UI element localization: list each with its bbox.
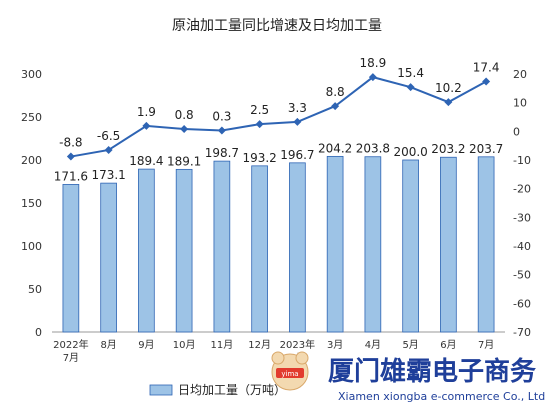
bar bbox=[326, 155, 344, 333]
x-tick-label: 5月 bbox=[402, 339, 418, 351]
legend-swatch bbox=[149, 384, 173, 396]
bar-data-label: 204.2 bbox=[318, 141, 352, 155]
line-point bbox=[444, 98, 453, 107]
bar bbox=[440, 156, 457, 333]
bar-data-label: 173.1 bbox=[91, 168, 125, 182]
bar-data-label: 193.2 bbox=[242, 151, 276, 165]
y-left-tick: 300 bbox=[21, 68, 42, 81]
y-left-tick: 50 bbox=[28, 283, 42, 296]
axes: 050100150200250300-70-60-50-40-30-20-100… bbox=[21, 68, 531, 339]
y-right-tick: -40 bbox=[513, 240, 531, 253]
bar-data-label: 200.0 bbox=[393, 145, 427, 159]
line-data-label: 2.5 bbox=[250, 103, 269, 117]
line-point bbox=[66, 152, 75, 161]
bar bbox=[138, 168, 155, 333]
line-data-label: -8.8 bbox=[59, 136, 82, 150]
line-data-label: 3.3 bbox=[288, 101, 307, 115]
y-right-tick: -20 bbox=[513, 183, 531, 196]
line-point bbox=[255, 120, 264, 129]
chart-title: 原油加工量同比增速及日均加工量 bbox=[172, 18, 382, 34]
bar bbox=[62, 184, 80, 333]
y-right-tick: 10 bbox=[513, 97, 527, 110]
watermark: yima 厦门雄霸电子商务 Xiamen xiongba e-commerce … bbox=[271, 351, 545, 403]
bar bbox=[402, 159, 419, 333]
line-point bbox=[180, 125, 189, 134]
bar bbox=[100, 182, 117, 333]
line-point bbox=[406, 83, 415, 92]
y-left-tick: 200 bbox=[21, 154, 42, 167]
y-right-tick: 20 bbox=[513, 68, 527, 81]
bar bbox=[213, 160, 231, 333]
x-tick-label: 7月 bbox=[478, 339, 494, 351]
bar-data-label: 203.7 bbox=[469, 142, 503, 156]
x-tick-label: 11月 bbox=[211, 339, 234, 351]
bar bbox=[364, 156, 382, 333]
line-data-label: 17.4 bbox=[473, 60, 500, 74]
y-right-tick: -60 bbox=[513, 297, 531, 310]
line-data-label: 0.3 bbox=[212, 109, 231, 123]
y-right-tick: -50 bbox=[513, 269, 531, 282]
y-right-tick: -10 bbox=[513, 154, 531, 167]
x-tick-label: 9月 bbox=[138, 339, 154, 351]
bars: 171.6 173.1 189.4 189.1 198.7 193.2 196.7 204.2… bbox=[54, 141, 503, 333]
y-right-tick: 0 bbox=[513, 125, 520, 138]
line-point bbox=[482, 77, 491, 86]
line-data-label: 0.8 bbox=[175, 108, 194, 122]
bar-data-label: 203.2 bbox=[431, 142, 465, 156]
bar-data-label: 198.7 bbox=[205, 146, 239, 160]
y-right-tick: -70 bbox=[513, 326, 531, 339]
bar-data-label: 189.1 bbox=[167, 154, 201, 168]
y-right-tick: -30 bbox=[513, 211, 531, 224]
x-tick-label: 8月 bbox=[100, 339, 116, 351]
y-left-tick: 150 bbox=[21, 197, 42, 210]
x-axis-ticks: 2022年7月8月9月10月11月12月2023年2月3月4月5月6月7月 bbox=[53, 338, 494, 364]
y-left-tick: 0 bbox=[35, 326, 42, 339]
bar bbox=[175, 168, 193, 333]
series-line bbox=[70, 76, 487, 158]
logo-text: yima bbox=[281, 370, 298, 378]
watermark-company-cn: 厦门雄霸电子商务 bbox=[328, 356, 536, 387]
x-tick-label: 3月 bbox=[327, 339, 343, 351]
y-left-tick: 250 bbox=[21, 111, 42, 124]
line-data-label: 18.9 bbox=[360, 56, 387, 70]
x-tick-label: 12月 bbox=[248, 339, 271, 351]
legend-label: 日均加工量（万吨） bbox=[178, 383, 286, 397]
line-data-label: -6.5 bbox=[97, 129, 120, 143]
line-point bbox=[142, 121, 151, 130]
line-data-label: 15.4 bbox=[397, 66, 424, 80]
bar-data-label: 203.8 bbox=[356, 142, 390, 156]
bar-data-label: 171.6 bbox=[54, 169, 88, 183]
x-tick-label: 4月 bbox=[365, 339, 381, 351]
line-series: -8.8 -6.5 1.9 0.8 0.3 2.5 3.3 8.8 18.9 15.4 10.2 17… bbox=[59, 56, 500, 161]
bar bbox=[289, 162, 306, 333]
x-tick-label: 2022年 7月 bbox=[53, 338, 88, 364]
line-point bbox=[368, 73, 377, 82]
bar bbox=[251, 165, 268, 333]
line-data-label: 8.8 bbox=[326, 85, 345, 99]
x-tick-label: 6月 bbox=[440, 339, 456, 351]
legend: 日均加工量（万吨） bbox=[149, 383, 286, 397]
y-left-tick: 100 bbox=[21, 240, 42, 253]
line-point bbox=[217, 126, 226, 135]
bar-data-label: 196.7 bbox=[280, 148, 314, 162]
line-point bbox=[293, 117, 302, 126]
x-tick-label: 10月 bbox=[173, 339, 196, 351]
line-point bbox=[331, 102, 340, 111]
line-data-label: 10.2 bbox=[435, 81, 462, 95]
line-data-label: 1.9 bbox=[137, 105, 156, 119]
line-point bbox=[104, 145, 113, 154]
bar-data-label: 189.4 bbox=[129, 154, 163, 168]
bar bbox=[477, 156, 495, 333]
watermark-company-en: Xiamen xiongba e-commerce Co., Ltd bbox=[338, 390, 545, 403]
